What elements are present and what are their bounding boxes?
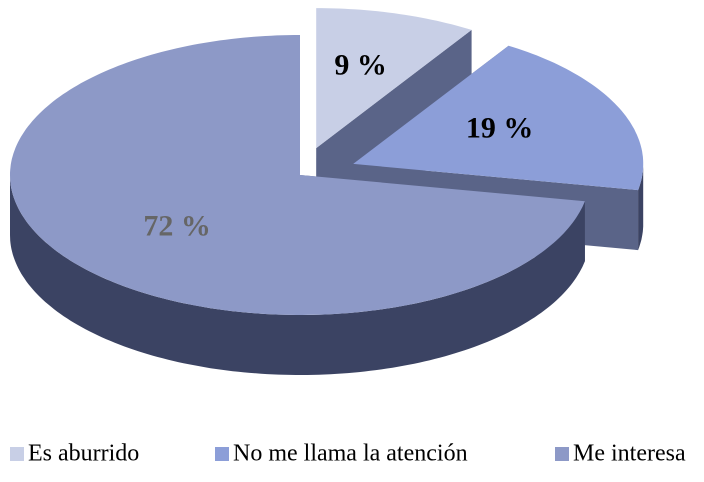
value-label: 19 % bbox=[466, 111, 534, 144]
value-label: 9 % bbox=[334, 48, 387, 81]
slice-top bbox=[353, 45, 644, 191]
slice bbox=[10, 35, 585, 375]
slice-top bbox=[10, 35, 585, 315]
legend-label: No me llama la atención bbox=[233, 441, 468, 467]
legend-swatch bbox=[10, 447, 24, 461]
value-label: 72 % bbox=[143, 209, 211, 242]
slice-top bbox=[316, 8, 472, 149]
slice-wall bbox=[10, 175, 585, 375]
legend-label: Es aburrido bbox=[28, 441, 139, 467]
legend-label: Me interesa bbox=[573, 441, 686, 467]
slice-wall bbox=[638, 163, 644, 251]
legend-swatch bbox=[555, 447, 569, 461]
legend-swatch bbox=[215, 447, 229, 461]
